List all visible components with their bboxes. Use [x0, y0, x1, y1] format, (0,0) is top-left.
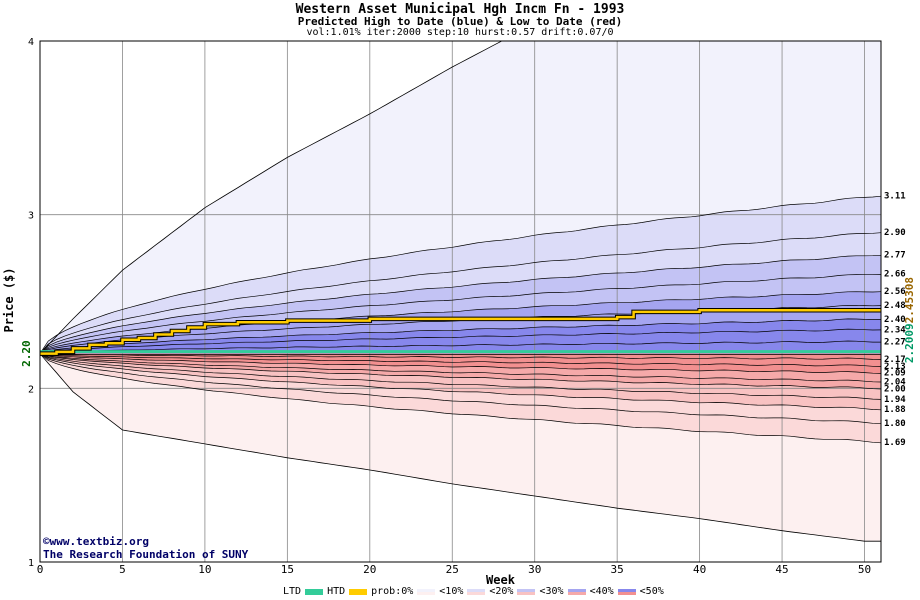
legend-band-swatch-1 — [467, 588, 486, 595]
x-tick-label: 0 — [37, 563, 44, 576]
x-tick-label: 15 — [281, 563, 294, 576]
lower-quantile-line — [39, 353, 882, 390]
legend-band-label-3: <40% — [589, 586, 614, 597]
credit-org: The Research Foundation of SUNY — [43, 548, 249, 561]
chart-title: Western Asset Municipal Hgh Incm Fn - 19… — [295, 2, 625, 17]
right-quantile-label: 2.00 — [884, 384, 906, 394]
current-ltd-value: 2.2009 — [903, 323, 916, 363]
legend-htd-label: HTD — [327, 586, 346, 597]
x-axis-title: Week — [486, 573, 516, 587]
right-quantile-label: 2.77 — [884, 251, 906, 261]
legend-band-label-0: <10% — [439, 586, 464, 597]
legend-band-label-1: <20% — [489, 586, 514, 597]
y-tick-label: 2 — [28, 384, 34, 395]
x-tick-label: 30 — [528, 563, 541, 576]
legend-prob-label: prob:0% — [371, 586, 414, 597]
x-tick-label: 25 — [446, 563, 459, 576]
x-tick-label: 50 — [858, 563, 871, 576]
current-htd-value: 2.45308 — [903, 277, 916, 323]
legend-ltd-swatch — [305, 588, 324, 595]
credit-site: ©www.textbiz.org — [43, 535, 149, 548]
y-axis-title: Price ($) — [2, 267, 16, 332]
right-quantile-label: 2.04 — [884, 377, 906, 387]
outer-lower-line — [39, 353, 881, 542]
lower-quantile-line — [39, 353, 882, 444]
upper-quantile-line — [39, 318, 882, 354]
legend-htd-swatch — [349, 588, 368, 595]
right-quantile-label: 1.69 — [884, 438, 906, 448]
x-tick-label: 35 — [611, 563, 624, 576]
right-quantile-label: 2.34 — [884, 325, 906, 335]
right-quantile-label: 1.88 — [884, 405, 906, 415]
right-quantile-label: 2.66 — [884, 270, 906, 280]
right-quantile-label: 2.13 — [884, 362, 906, 372]
htd-series-line — [40, 308, 881, 355]
lower-quantile-line — [39, 353, 882, 367]
lower-quantile-line — [39, 353, 882, 383]
right-quantile-label: 1.80 — [884, 419, 906, 429]
right-quantile-label: 1.94 — [884, 395, 906, 405]
right-quantile-label: 2.90 — [884, 228, 906, 238]
lower-quantile-line — [39, 353, 882, 374]
x-tick-label: 5 — [119, 563, 126, 576]
right-quantile-label: 2.17 — [884, 355, 906, 365]
legend-ltd-label: LTD — [283, 586, 302, 597]
legend-band-label-4: <50% — [639, 586, 664, 597]
right-quantile-label: 3.11 — [884, 192, 906, 202]
right-quantile-label: 2.48 — [884, 301, 906, 311]
upper-quantile-line — [39, 232, 882, 354]
upper-quantile-line — [39, 195, 882, 354]
plot-border — [39, 40, 882, 563]
x-tick-label: 10 — [198, 563, 211, 576]
chart-params: vol:1.01% iter:2000 step:10 hurst:0.57 d… — [306, 27, 614, 38]
lower-quantile-line — [39, 353, 882, 411]
lower-quantile-line — [39, 353, 882, 425]
right-quantile-label: 2.56 — [884, 287, 906, 297]
y-tick-label: 4 — [28, 37, 34, 48]
chart-subtitle: Predicted High to Date (blue) & Low to D… — [297, 15, 623, 28]
upper-band-8 — [40, 329, 881, 354]
legend-band-swatch-3 — [567, 588, 586, 595]
legend-band-swatch-4 — [617, 588, 636, 595]
lower-quantile-line — [39, 353, 882, 360]
current-value-labels: 2.20092.45308 — [903, 277, 916, 363]
upper-quantile-line — [39, 254, 882, 354]
right-quantile-label: 2.27 — [884, 337, 906, 347]
lower-quantile-line — [39, 353, 882, 400]
right-quantile-label: 2.40 — [884, 315, 906, 325]
legend-band-label-2: <30% — [539, 586, 564, 597]
x-tick-label: 20 — [363, 563, 376, 576]
right-quantile-label: 2.09 — [884, 369, 906, 379]
legend: LTD HTD prob:0% <10% <20% <30% <40% <50% — [283, 586, 664, 597]
start-price-label: 2.20 — [20, 340, 33, 367]
y-tick-label: 3 — [28, 211, 34, 222]
y-tick-label: 1 — [28, 558, 34, 569]
x-tick-label: 40 — [693, 563, 706, 576]
upper-quantile-line — [39, 274, 882, 354]
x-tick-label: 45 — [775, 563, 788, 576]
legend-band-swatch-0 — [417, 588, 436, 595]
upper-quantile-line — [39, 340, 881, 354]
upper-quantile-line — [39, 328, 882, 354]
legend-band-swatch-2 — [517, 588, 536, 595]
